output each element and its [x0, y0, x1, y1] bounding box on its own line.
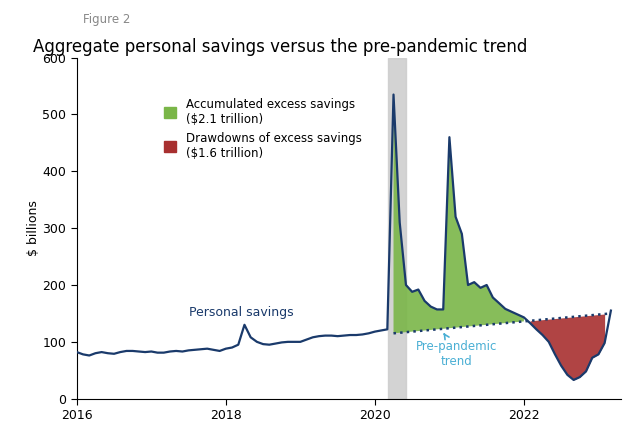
Legend: Accumulated excess savings
($2.1 trillion), Drawdowns of excess savings
($1.6 tr: Accumulated excess savings ($2.1 trillio… — [164, 97, 362, 159]
Y-axis label: $ billions: $ billions — [27, 200, 40, 256]
Bar — [388, 58, 406, 399]
Text: Personal savings: Personal savings — [189, 306, 293, 319]
Text: Pre-pandemic
trend: Pre-pandemic trend — [416, 334, 497, 368]
Text: Aggregate personal savings versus the pre-pandemic trend: Aggregate personal savings versus the pr… — [33, 38, 527, 56]
Text: Figure 2: Figure 2 — [83, 13, 131, 26]
